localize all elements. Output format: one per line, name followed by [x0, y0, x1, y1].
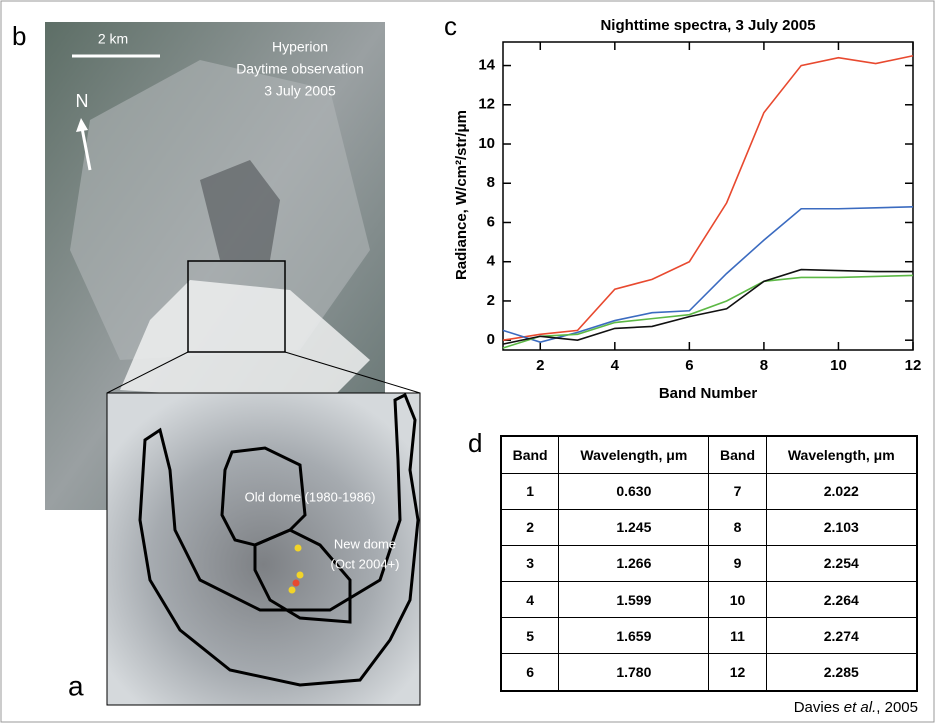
crater-outline — [138, 392, 420, 687]
table-cell: 2.264 — [765, 581, 918, 619]
north-label: N — [76, 91, 89, 111]
north-arrow — [80, 127, 92, 171]
spectrum-line — [502, 205, 914, 343]
table-cell: 1 — [500, 472, 560, 510]
y-tick-label: 8 — [487, 174, 495, 191]
table-cell: 2.103 — [765, 508, 918, 546]
scale-label: 2 km — [98, 31, 128, 47]
y-tick-label: 10 — [478, 135, 495, 152]
table-row: 3 1.266 9 2.254 — [500, 544, 918, 583]
hotspot — [288, 586, 296, 594]
x-tick-label: 10 — [830, 357, 847, 374]
spectrum-line — [502, 274, 914, 349]
hotspot — [294, 544, 302, 552]
table-cell: 9 — [708, 544, 767, 583]
inset-image — [106, 392, 421, 706]
x-tick-label: 4 — [611, 357, 620, 374]
table-cell: 1.780 — [558, 653, 710, 692]
table-row: 6 1.780 12 2.285 — [500, 653, 918, 692]
x-tick-label: 8 — [760, 357, 768, 374]
table-cell: 2.285 — [765, 653, 918, 692]
dome-label: (Oct 2004+) — [330, 556, 399, 571]
table-cell: 1.599 — [558, 581, 710, 619]
x-tick-label: 6 — [685, 357, 693, 374]
table-cell: 2.022 — [765, 472, 918, 510]
table-row: 5 1.659 11 2.274 — [500, 617, 918, 655]
panel-label: a — [68, 670, 84, 701]
panel-label: d — [468, 428, 482, 458]
table-cell: 1.245 — [558, 508, 710, 546]
spectrum-line — [502, 54, 914, 341]
y-tick-label: 0 — [487, 331, 495, 348]
image-caption: 3 July 2005 — [264, 83, 336, 99]
table-cell: 0.630 — [558, 472, 710, 510]
credit-etal: et al. — [844, 699, 877, 716]
inset-connector — [106, 351, 189, 394]
y-axis-label: Radiance, W/cm²/str/μm — [453, 110, 470, 280]
header-cell: Wavelength, μm — [765, 435, 918, 474]
hotspot — [292, 579, 300, 587]
panel-label: c — [444, 11, 457, 41]
band-table: Band Wavelength, μm Band Wavelength, μm 1 0.6… — [500, 435, 918, 692]
hotspot — [296, 571, 304, 579]
table-cell: 3 — [500, 544, 560, 583]
table-cell: 2.254 — [765, 544, 918, 583]
table-cell: 2.274 — [765, 617, 918, 655]
table-cell: 5 — [500, 617, 560, 655]
y-tick-label: 6 — [487, 213, 495, 230]
x-tick-label: 2 — [536, 357, 544, 374]
credit-author: Davies — [794, 699, 840, 716]
table-cell: 6 — [500, 653, 560, 692]
table-cell: 10 — [708, 581, 767, 619]
image-caption: Hyperion — [272, 39, 328, 55]
crater — [200, 160, 280, 260]
header-cell: Band — [708, 435, 767, 474]
y-tick-label: 12 — [478, 96, 495, 113]
panel-label: b — [12, 21, 26, 51]
table-row: 1 0.630 7 2.022 — [500, 472, 918, 510]
new-dome-outline — [253, 528, 352, 624]
table-cell: 2 — [500, 508, 560, 546]
credit: Davies et al., 2005 — [794, 699, 918, 716]
credit-year: , 2005 — [876, 699, 918, 716]
snow — [120, 280, 370, 400]
inset-connector — [284, 351, 421, 394]
table-cell: 8 — [708, 508, 767, 546]
y-tick-label: 2 — [487, 292, 495, 309]
plot-frame — [502, 41, 914, 351]
x-axis-label: Band Number — [659, 385, 758, 402]
table-cell: 7 — [708, 472, 767, 510]
header-cell: Wavelength, μm — [558, 435, 710, 474]
dome-label: New dome — [334, 536, 396, 551]
x-tick-label: 12 — [905, 357, 922, 374]
table-cell: 1.266 — [558, 544, 710, 583]
table-cell: 12 — [708, 653, 767, 692]
chart-title: Nighttime spectra, 3 July 2005 — [600, 17, 815, 34]
table-cell: 4 — [500, 581, 560, 619]
inset-box — [187, 260, 286, 353]
y-tick-label: 4 — [487, 253, 496, 270]
table-cell: 1.659 — [558, 617, 710, 655]
table-cell: 11 — [708, 617, 767, 655]
table-row: 4 1.599 10 2.264 — [500, 581, 918, 619]
header-cell: Band — [500, 435, 560, 474]
north-arrowhead — [76, 118, 88, 132]
spectrum-line — [502, 268, 913, 345]
y-tick-label: 14 — [478, 57, 495, 74]
image-caption: Daytime observation — [236, 61, 364, 77]
table-row: 2 1.245 8 2.103 — [500, 508, 918, 546]
header-row: Band Wavelength, μm Band Wavelength, μm — [500, 435, 918, 474]
dome-label: Old dome (1980-1986) — [245, 489, 376, 504]
